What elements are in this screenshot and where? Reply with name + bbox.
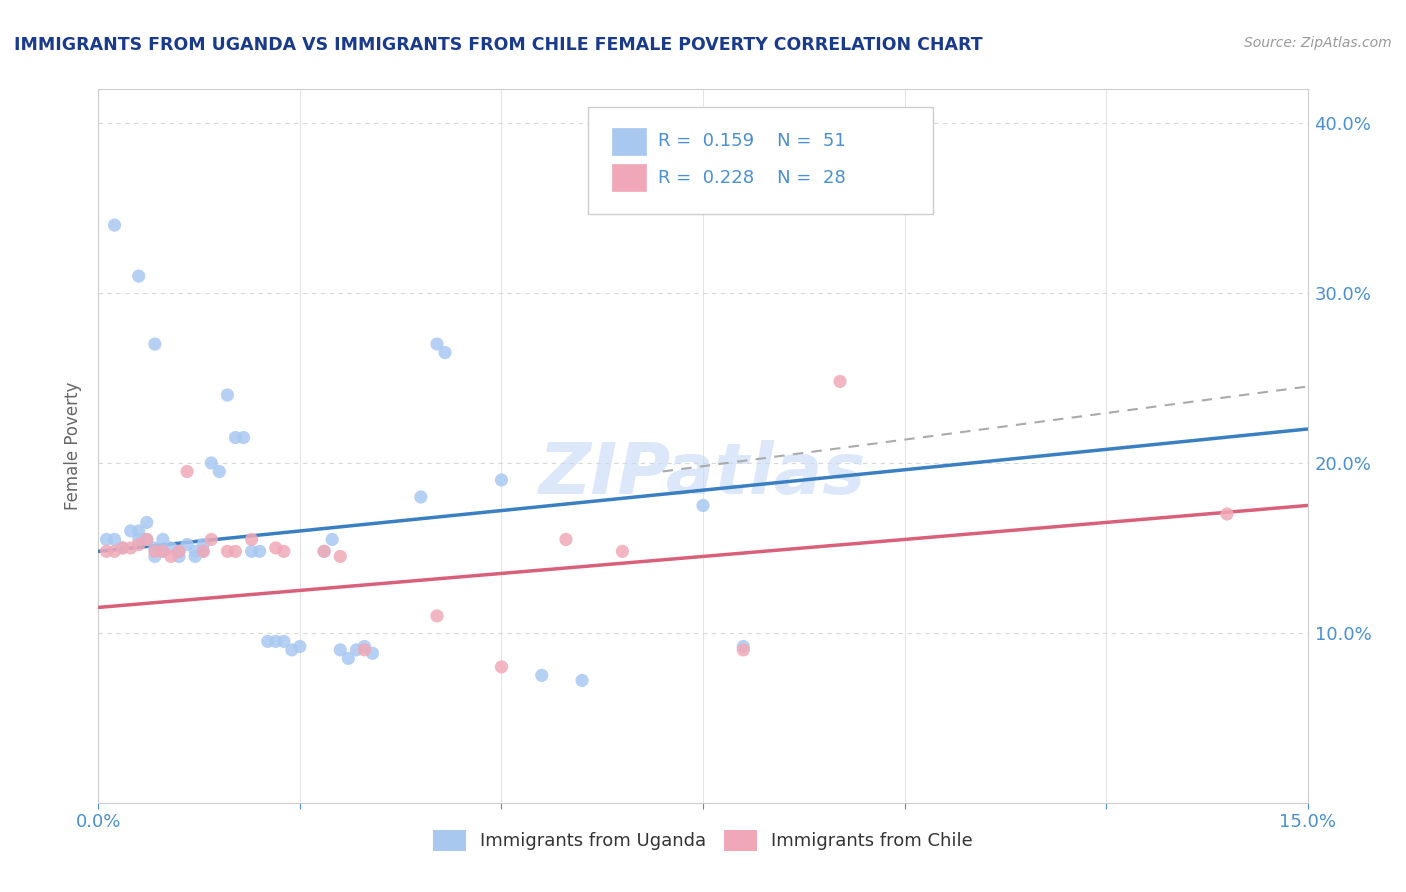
Bar: [613, 164, 647, 191]
Point: [152, 544, 174, 558]
Point: [128, 269, 150, 284]
Point: [167, 544, 190, 558]
Point: [96, 533, 118, 547]
Y-axis label: Female Poverty: Female Poverty: [65, 382, 83, 510]
Point: [240, 533, 263, 547]
Point: [240, 544, 263, 558]
Point: [361, 646, 384, 660]
Point: [193, 537, 215, 551]
Point: [273, 544, 295, 558]
Point: [176, 537, 198, 551]
Point: [176, 465, 198, 479]
Point: [828, 375, 851, 389]
Point: [167, 549, 190, 564]
Point: [224, 544, 246, 558]
Bar: [613, 128, 647, 155]
Point: [288, 640, 311, 654]
Point: [111, 541, 134, 555]
Point: [329, 549, 352, 564]
Point: [217, 388, 239, 402]
Point: [135, 516, 157, 530]
Point: [434, 345, 457, 359]
Point: [314, 544, 336, 558]
Point: [160, 541, 183, 555]
Point: [733, 640, 755, 654]
Point: [264, 634, 287, 648]
Point: [160, 549, 183, 564]
Point: [143, 541, 166, 555]
Point: [426, 608, 449, 623]
Point: [200, 456, 222, 470]
Point: [409, 490, 432, 504]
Point: [184, 544, 207, 558]
Point: [264, 541, 287, 555]
Point: [344, 643, 367, 657]
Point: [128, 524, 150, 538]
Point: [103, 218, 125, 232]
Point: [167, 544, 190, 558]
Point: [612, 544, 634, 558]
Point: [733, 643, 755, 657]
Point: [256, 634, 278, 648]
Point: [353, 643, 375, 657]
Point: [273, 634, 295, 648]
Point: [426, 337, 449, 351]
Point: [217, 544, 239, 558]
Point: [143, 544, 166, 558]
Text: R =  0.159    N =  51: R = 0.159 N = 51: [658, 132, 846, 150]
Point: [692, 499, 714, 513]
Point: [249, 544, 271, 558]
Point: [152, 533, 174, 547]
Text: ZIPatlas: ZIPatlas: [540, 440, 866, 509]
Point: [555, 533, 578, 547]
Text: IMMIGRANTS FROM UGANDA VS IMMIGRANTS FROM CHILE FEMALE POVERTY CORRELATION CHART: IMMIGRANTS FROM UGANDA VS IMMIGRANTS FRO…: [14, 36, 983, 54]
Point: [120, 524, 142, 538]
Point: [128, 533, 150, 547]
Point: [353, 640, 375, 654]
Point: [491, 660, 513, 674]
Point: [208, 465, 231, 479]
Point: [111, 541, 134, 555]
Point: [224, 430, 246, 444]
Point: [96, 544, 118, 558]
Text: Source: ZipAtlas.com: Source: ZipAtlas.com: [1244, 36, 1392, 50]
Point: [135, 533, 157, 547]
Point: [329, 643, 352, 657]
Point: [193, 544, 215, 558]
Point: [1216, 507, 1239, 521]
Point: [184, 549, 207, 564]
Point: [530, 668, 553, 682]
Point: [103, 533, 125, 547]
Point: [128, 537, 150, 551]
Point: [135, 533, 157, 547]
Point: [152, 544, 174, 558]
Text: R =  0.228    N =  28: R = 0.228 N = 28: [658, 169, 846, 186]
Point: [491, 473, 513, 487]
Point: [120, 541, 142, 555]
Point: [193, 544, 215, 558]
Point: [314, 544, 336, 558]
Point: [200, 533, 222, 547]
Point: [337, 651, 360, 665]
Point: [143, 337, 166, 351]
Point: [571, 673, 593, 688]
Point: [143, 549, 166, 564]
Point: [321, 533, 343, 547]
FancyBboxPatch shape: [588, 107, 932, 214]
Point: [103, 544, 125, 558]
Point: [281, 643, 304, 657]
Point: [232, 430, 254, 444]
Legend: Immigrants from Uganda, Immigrants from Chile: Immigrants from Uganda, Immigrants from …: [426, 822, 980, 858]
